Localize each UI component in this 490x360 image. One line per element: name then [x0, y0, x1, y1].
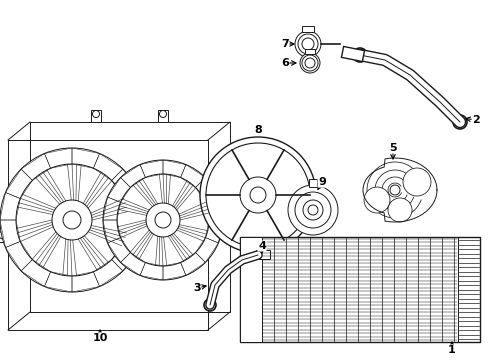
Text: 7: 7	[281, 39, 289, 49]
Polygon shape	[363, 158, 437, 222]
Circle shape	[300, 53, 320, 73]
Circle shape	[295, 31, 321, 57]
Bar	[305, 49, 315, 54]
Circle shape	[353, 48, 367, 62]
Circle shape	[308, 205, 318, 215]
Text: 4: 4	[258, 241, 266, 251]
Text: 8: 8	[254, 125, 262, 135]
Text: 5: 5	[389, 143, 397, 153]
Circle shape	[16, 164, 128, 276]
Circle shape	[403, 168, 431, 196]
Text: 1: 1	[448, 345, 456, 355]
Bar	[256, 250, 270, 259]
Bar	[91, 110, 101, 122]
Circle shape	[103, 160, 223, 280]
Circle shape	[364, 187, 390, 213]
Bar	[458, 237, 480, 342]
Circle shape	[298, 34, 318, 54]
Circle shape	[206, 143, 310, 247]
Circle shape	[204, 299, 216, 311]
Circle shape	[388, 198, 412, 222]
Bar	[309, 179, 317, 187]
Text: 2: 2	[472, 115, 480, 125]
Circle shape	[155, 212, 171, 228]
Circle shape	[0, 148, 144, 292]
Circle shape	[390, 185, 400, 195]
Text: 10: 10	[92, 333, 108, 343]
Text: 9: 9	[318, 177, 326, 187]
Bar	[302, 26, 314, 32]
Bar	[240, 237, 480, 342]
Circle shape	[305, 58, 315, 68]
Circle shape	[117, 174, 209, 266]
Circle shape	[302, 55, 318, 71]
Circle shape	[63, 211, 81, 229]
Circle shape	[250, 187, 266, 203]
Bar	[0, 228, 8, 242]
Circle shape	[240, 177, 276, 213]
Circle shape	[453, 115, 467, 129]
Text: 6: 6	[281, 58, 289, 68]
Circle shape	[303, 200, 323, 220]
Text: 3: 3	[193, 283, 201, 293]
Circle shape	[146, 203, 180, 237]
Bar	[240, 237, 262, 342]
Bar	[158, 110, 168, 122]
Circle shape	[295, 192, 331, 228]
Circle shape	[288, 185, 338, 235]
Circle shape	[200, 137, 316, 253]
Circle shape	[302, 38, 314, 50]
Circle shape	[52, 200, 92, 240]
